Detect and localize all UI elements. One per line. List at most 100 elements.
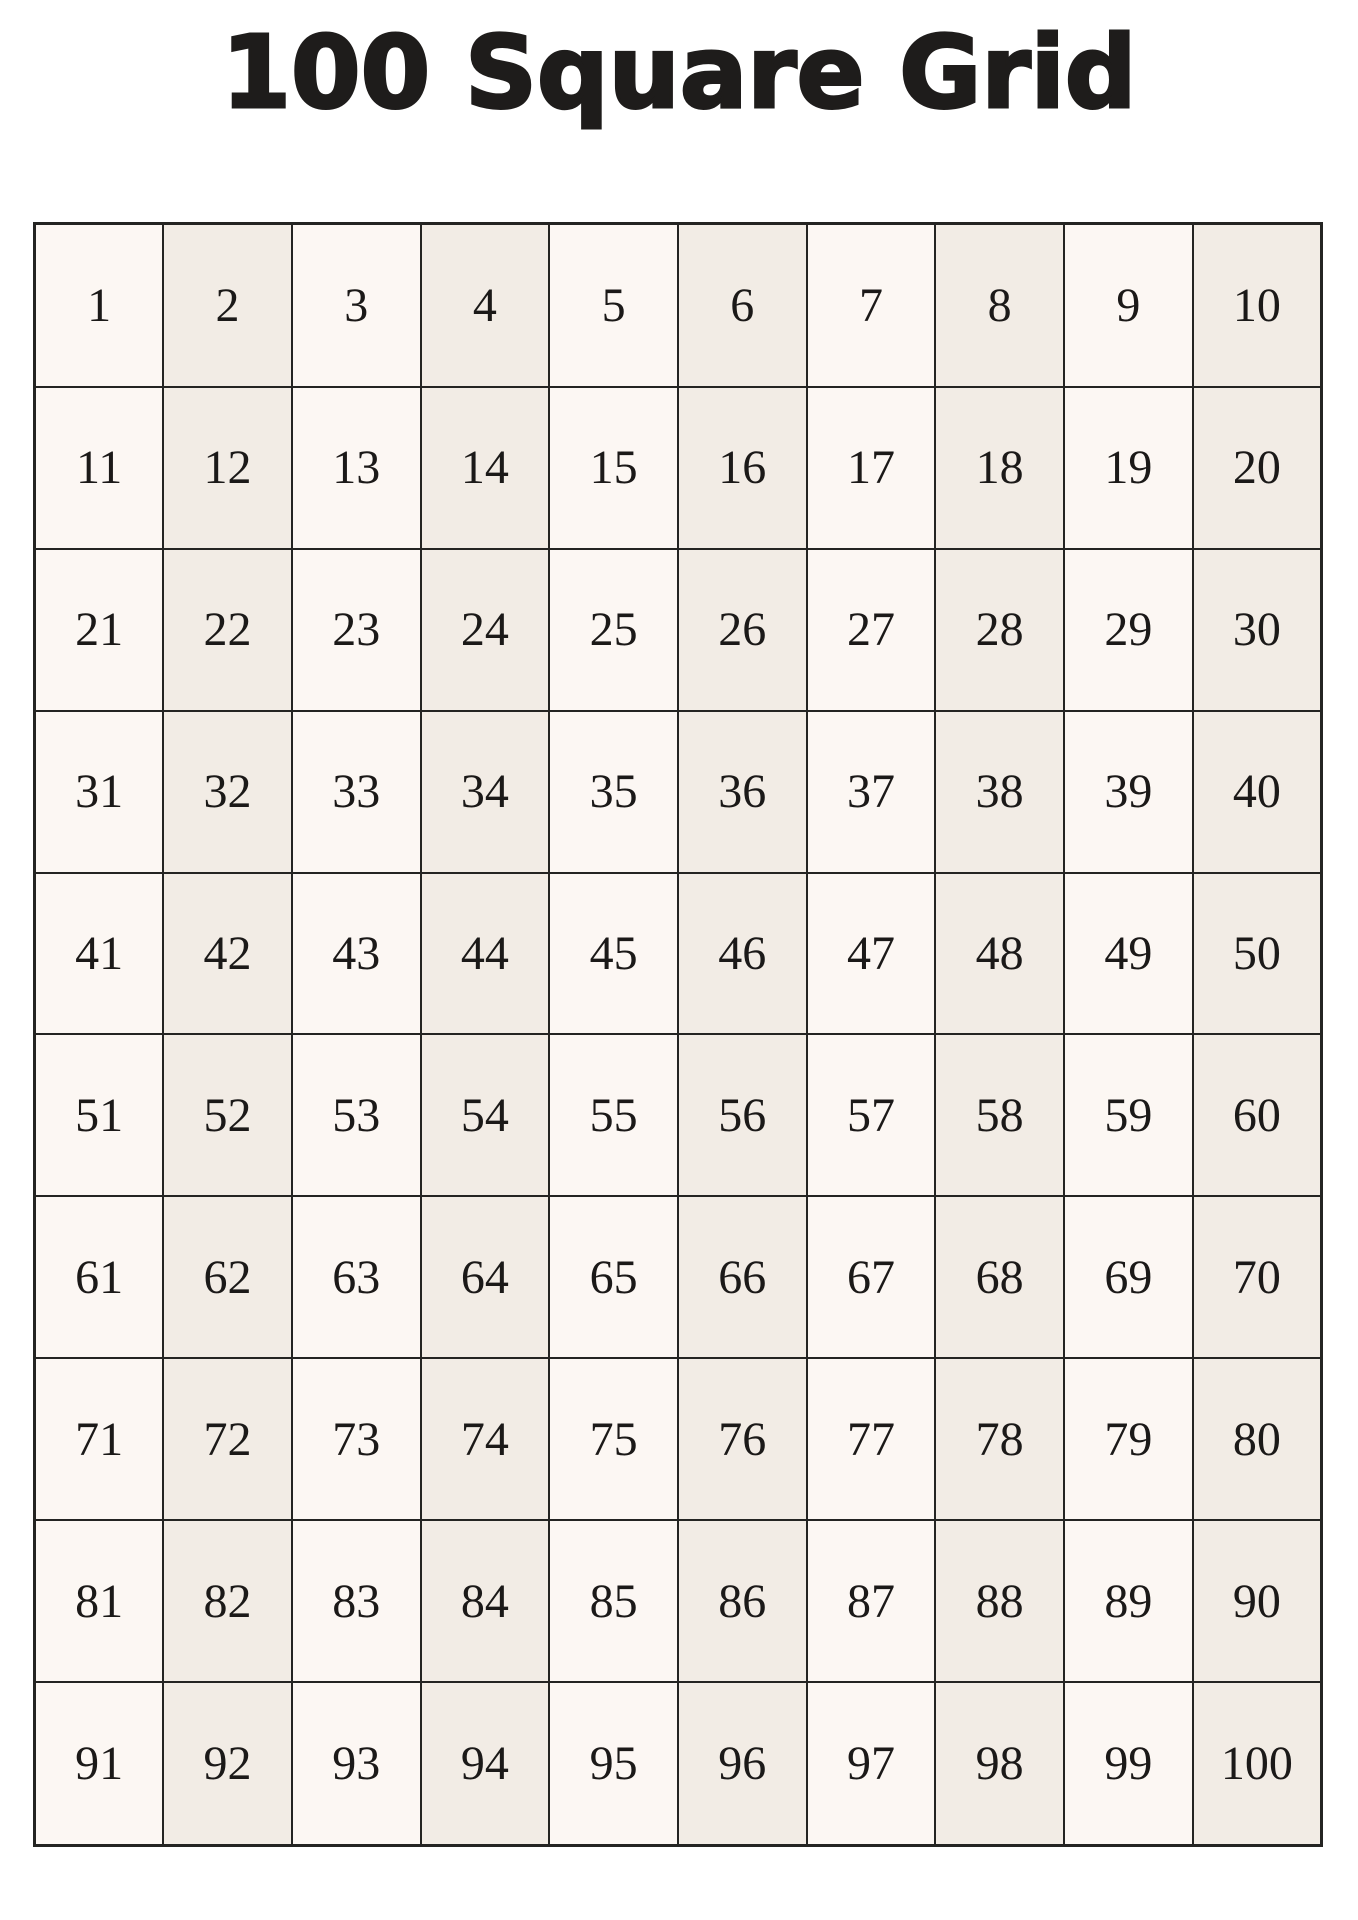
grid-cell: 9 bbox=[1063, 222, 1194, 388]
grid-row: 71 72 73 74 75 76 77 78 79 80 bbox=[33, 1357, 1323, 1522]
grid-row: 1 2 3 4 5 6 7 8 9 10 bbox=[33, 222, 1323, 388]
grid-cell: 3 bbox=[290, 222, 422, 388]
grid-cell: 72 bbox=[162, 1357, 293, 1522]
grid-cell: 39 bbox=[1063, 709, 1194, 874]
grid-cell: 18 bbox=[934, 385, 1065, 550]
grid-cell: 90 bbox=[1191, 1519, 1323, 1684]
hundred-square-grid-body: 1 2 3 4 5 6 7 8 9 10 11 12 13 14 15 16 17 18 19 20 21 22 23 24 2… bbox=[33, 222, 1323, 1847]
grid-cell: 40 bbox=[1191, 709, 1323, 874]
grid-row: 51 52 53 54 55 56 57 58 59 60 bbox=[33, 1033, 1323, 1198]
grid-cell: 33 bbox=[290, 709, 422, 874]
grid-cell: 57 bbox=[805, 1033, 937, 1198]
grid-cell: 70 bbox=[1191, 1195, 1323, 1360]
grid-cell: 37 bbox=[805, 709, 937, 874]
grid-cell: 23 bbox=[290, 547, 422, 712]
grid-cell: 4 bbox=[419, 222, 551, 388]
grid-cell: 25 bbox=[548, 547, 679, 712]
grid-cell: 42 bbox=[162, 871, 293, 1036]
grid-cell: 26 bbox=[676, 547, 808, 712]
grid-cell: 36 bbox=[676, 709, 808, 874]
grid-cell: 15 bbox=[548, 385, 679, 550]
grid-cell: 45 bbox=[548, 871, 679, 1036]
grid-cell: 6 bbox=[676, 222, 808, 388]
grid-cell: 48 bbox=[934, 871, 1065, 1036]
grid-cell: 77 bbox=[805, 1357, 937, 1522]
grid-cell: 89 bbox=[1063, 1519, 1194, 1684]
grid-row: 91 92 93 94 95 96 97 98 99 100 bbox=[33, 1681, 1323, 1847]
grid-cell: 74 bbox=[419, 1357, 551, 1522]
grid-cell: 14 bbox=[419, 385, 551, 550]
grid-cell: 24 bbox=[419, 547, 551, 712]
grid-cell: 98 bbox=[934, 1681, 1065, 1847]
grid-cell: 80 bbox=[1191, 1357, 1323, 1522]
grid-cell: 7 bbox=[805, 222, 937, 388]
grid-cell: 11 bbox=[33, 385, 165, 550]
grid-cell: 91 bbox=[33, 1681, 165, 1847]
grid-cell: 35 bbox=[548, 709, 679, 874]
grid-cell: 13 bbox=[290, 385, 422, 550]
grid-cell: 76 bbox=[676, 1357, 808, 1522]
page-title: 100 Square Grid bbox=[220, 13, 1138, 133]
grid-cell: 22 bbox=[162, 547, 293, 712]
grid-cell: 1 bbox=[33, 222, 165, 388]
grid-cell: 34 bbox=[419, 709, 551, 874]
grid-row: 41 42 43 44 45 46 47 48 49 50 bbox=[33, 871, 1323, 1036]
grid-cell: 27 bbox=[805, 547, 937, 712]
grid-cell: 95 bbox=[548, 1681, 679, 1847]
grid-cell: 30 bbox=[1191, 547, 1323, 712]
grid-cell: 62 bbox=[162, 1195, 293, 1360]
grid-cell: 81 bbox=[33, 1519, 165, 1684]
grid-cell: 84 bbox=[419, 1519, 551, 1684]
grid-cell: 17 bbox=[805, 385, 937, 550]
grid-row: 21 22 23 24 25 26 27 28 29 30 bbox=[33, 547, 1323, 712]
grid-cell: 54 bbox=[419, 1033, 551, 1198]
grid-cell: 88 bbox=[934, 1519, 1065, 1684]
grid-cell: 60 bbox=[1191, 1033, 1323, 1198]
grid-cell: 86 bbox=[676, 1519, 808, 1684]
grid-cell: 67 bbox=[805, 1195, 937, 1360]
grid-cell: 51 bbox=[33, 1033, 165, 1198]
grid-cell: 2 bbox=[162, 222, 293, 388]
grid-cell: 71 bbox=[33, 1357, 165, 1522]
grid-cell: 10 bbox=[1191, 222, 1323, 388]
grid-cell: 61 bbox=[33, 1195, 165, 1360]
grid-row: 61 62 63 64 65 66 67 68 69 70 bbox=[33, 1195, 1323, 1360]
grid-cell: 19 bbox=[1063, 385, 1194, 550]
grid-cell: 21 bbox=[33, 547, 165, 712]
grid-cell: 69 bbox=[1063, 1195, 1194, 1360]
grid-cell: 68 bbox=[934, 1195, 1065, 1360]
grid-cell: 96 bbox=[676, 1681, 808, 1847]
grid-cell: 20 bbox=[1191, 385, 1323, 550]
grid-cell: 94 bbox=[419, 1681, 551, 1847]
grid-cell: 82 bbox=[162, 1519, 293, 1684]
grid-cell: 41 bbox=[33, 871, 165, 1036]
grid-cell: 63 bbox=[290, 1195, 422, 1360]
grid-cell: 100 bbox=[1191, 1681, 1323, 1847]
grid-cell: 85 bbox=[548, 1519, 679, 1684]
grid-cell: 55 bbox=[548, 1033, 679, 1198]
grid-row: 11 12 13 14 15 16 17 18 19 20 bbox=[33, 385, 1323, 550]
grid-cell: 52 bbox=[162, 1033, 293, 1198]
grid-cell: 56 bbox=[676, 1033, 808, 1198]
grid-cell: 16 bbox=[676, 385, 808, 550]
grid-cell: 28 bbox=[934, 547, 1065, 712]
grid-cell: 73 bbox=[290, 1357, 422, 1522]
grid-cell: 53 bbox=[290, 1033, 422, 1198]
grid-cell: 43 bbox=[290, 871, 422, 1036]
grid-cell: 64 bbox=[419, 1195, 551, 1360]
grid-cell: 5 bbox=[548, 222, 679, 388]
hundred-square-grid: 1 2 3 4 5 6 7 8 9 10 11 12 13 14 15 16 17 18 19 20 21 22 23 24 2… bbox=[33, 222, 1323, 1847]
grid-cell: 83 bbox=[290, 1519, 422, 1684]
grid-cell: 99 bbox=[1063, 1681, 1194, 1847]
grid-cell: 49 bbox=[1063, 871, 1194, 1036]
grid-cell: 31 bbox=[33, 709, 165, 874]
grid-cell: 78 bbox=[934, 1357, 1065, 1522]
grid-cell: 79 bbox=[1063, 1357, 1194, 1522]
grid-cell: 97 bbox=[805, 1681, 937, 1847]
grid-cell: 75 bbox=[548, 1357, 679, 1522]
grid-cell: 92 bbox=[162, 1681, 293, 1847]
grid-cell: 47 bbox=[805, 871, 937, 1036]
grid-cell: 58 bbox=[934, 1033, 1065, 1198]
grid-cell: 93 bbox=[290, 1681, 422, 1847]
grid-cell: 46 bbox=[676, 871, 808, 1036]
